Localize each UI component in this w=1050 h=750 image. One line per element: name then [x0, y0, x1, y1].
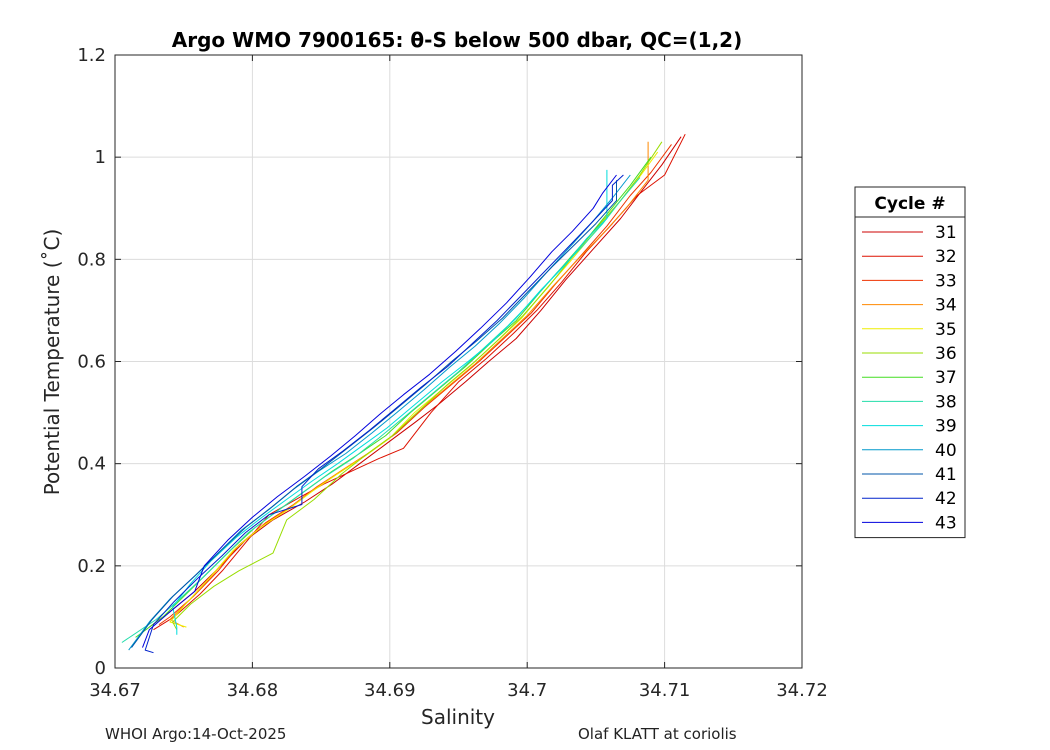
y-tick-label: 1.2 [77, 45, 106, 66]
chart-title: Argo WMO 7900165: θ-S below 500 dbar, QC… [172, 28, 742, 52]
legend-label-cycle-37: 37 [935, 368, 957, 388]
series-line-cycle-43 [142, 174, 617, 648]
series-lines [121, 133, 686, 654]
y-tick-label: 1 [95, 147, 106, 168]
legend-label-cycle-43: 43 [935, 513, 957, 533]
legend-label-cycle-38: 38 [935, 392, 957, 412]
x-tick-label: 34.7 [507, 680, 547, 701]
legend-title: Cycle # [874, 194, 945, 214]
series-line-cycle-39 [172, 169, 608, 635]
legend-label-cycle-39: 39 [935, 417, 957, 437]
legend: Cycle # 31 32 33 34 35 36 37 38 39 40 41 42 43 [854, 186, 966, 539]
x-tick-label: 34.67 [89, 680, 141, 701]
legend-label-cycle-40: 40 [935, 441, 957, 461]
footer-source: WHOI Argo:14-Oct-2025 [105, 725, 287, 743]
series-line-cycle-33 [158, 144, 672, 626]
legend-label-cycle-33: 33 [935, 271, 957, 291]
x-tick-label: 34.71 [639, 680, 691, 701]
y-tick-label: 0.8 [77, 249, 106, 270]
x-axis-label: Salinity [421, 705, 495, 729]
footer-operator: Olaf KLATT at coriolis [578, 725, 737, 743]
legend-box [854, 186, 966, 539]
series-line-cycle-41 [131, 180, 617, 648]
legend-label-cycle-36: 36 [935, 344, 957, 364]
y-tick-label: 0 [95, 658, 106, 679]
y-axis-label: Potential Temperature (˚C) [40, 229, 64, 496]
legend-label-cycle-34: 34 [935, 296, 957, 316]
legend-label-cycle-32: 32 [935, 247, 957, 267]
legend-label-cycle-31: 31 [935, 223, 957, 243]
y-tick-label: 0.2 [77, 556, 106, 577]
series-line-cycle-42 [144, 174, 624, 654]
x-tick-label: 34.69 [364, 680, 416, 701]
legend-label-cycle-42: 42 [935, 489, 957, 509]
x-tick-label: 34.68 [227, 680, 279, 701]
y-tick-label: 0.4 [77, 454, 106, 475]
legend-label-cycle-41: 41 [935, 465, 957, 485]
legend-label-cycle-35: 35 [935, 320, 957, 340]
x-tick-label: 34.72 [776, 680, 828, 701]
grid [114, 54, 803, 669]
series-line-cycle-36 [172, 141, 663, 630]
y-tick-label: 0.6 [77, 352, 106, 373]
axis-ticks: 34.67 34.68 34.69 34.7 34.71 34.72 0 0.2 0.4 0.6 0… [77, 45, 827, 701]
